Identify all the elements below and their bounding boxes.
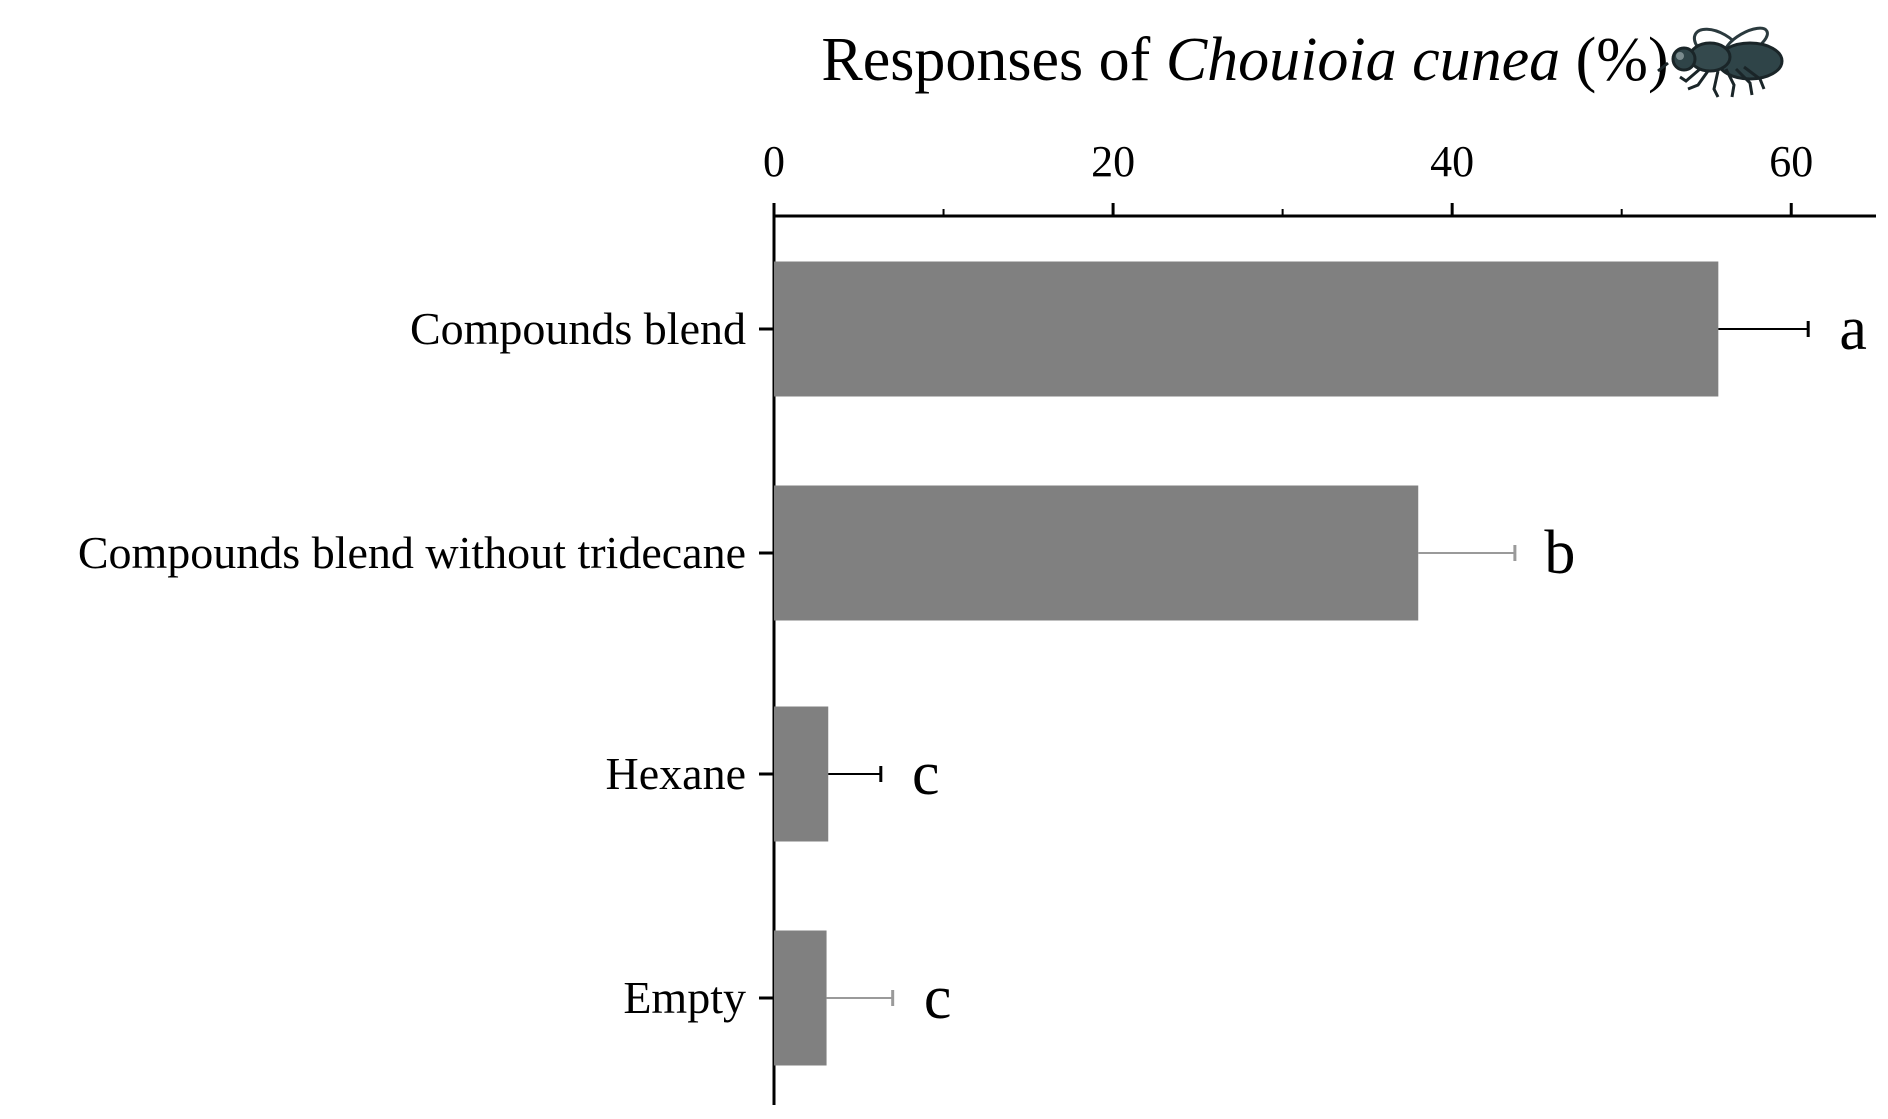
category-label: Empty [623,972,746,1023]
category-label: Compounds blend [410,303,746,354]
significance-label: b [1544,519,1575,587]
significance-label: c [924,964,952,1032]
category-label: Compounds blend without tridecane [78,527,746,578]
x-tick-label: 60 [1769,137,1813,186]
x-axis: 0 20 40 60 [763,137,1876,218]
x-tick-label: 0 [763,137,785,186]
bars: a b c c [774,261,1867,1066]
fly-icon [1657,26,1784,98]
x-tick-label: 40 [1430,137,1474,186]
significance-label: c [912,740,940,808]
bar [774,930,827,1066]
x-tick-label: 20 [1091,137,1135,186]
y-axis: Compounds blend Compounds blend without t… [78,216,776,1105]
bar [774,706,829,842]
category-label: Hexane [606,748,746,799]
bar [774,485,1419,621]
chart-title: Responses of Chouioia cunea (%) [821,26,1668,94]
significance-label: a [1839,295,1867,363]
bar [774,261,1719,397]
